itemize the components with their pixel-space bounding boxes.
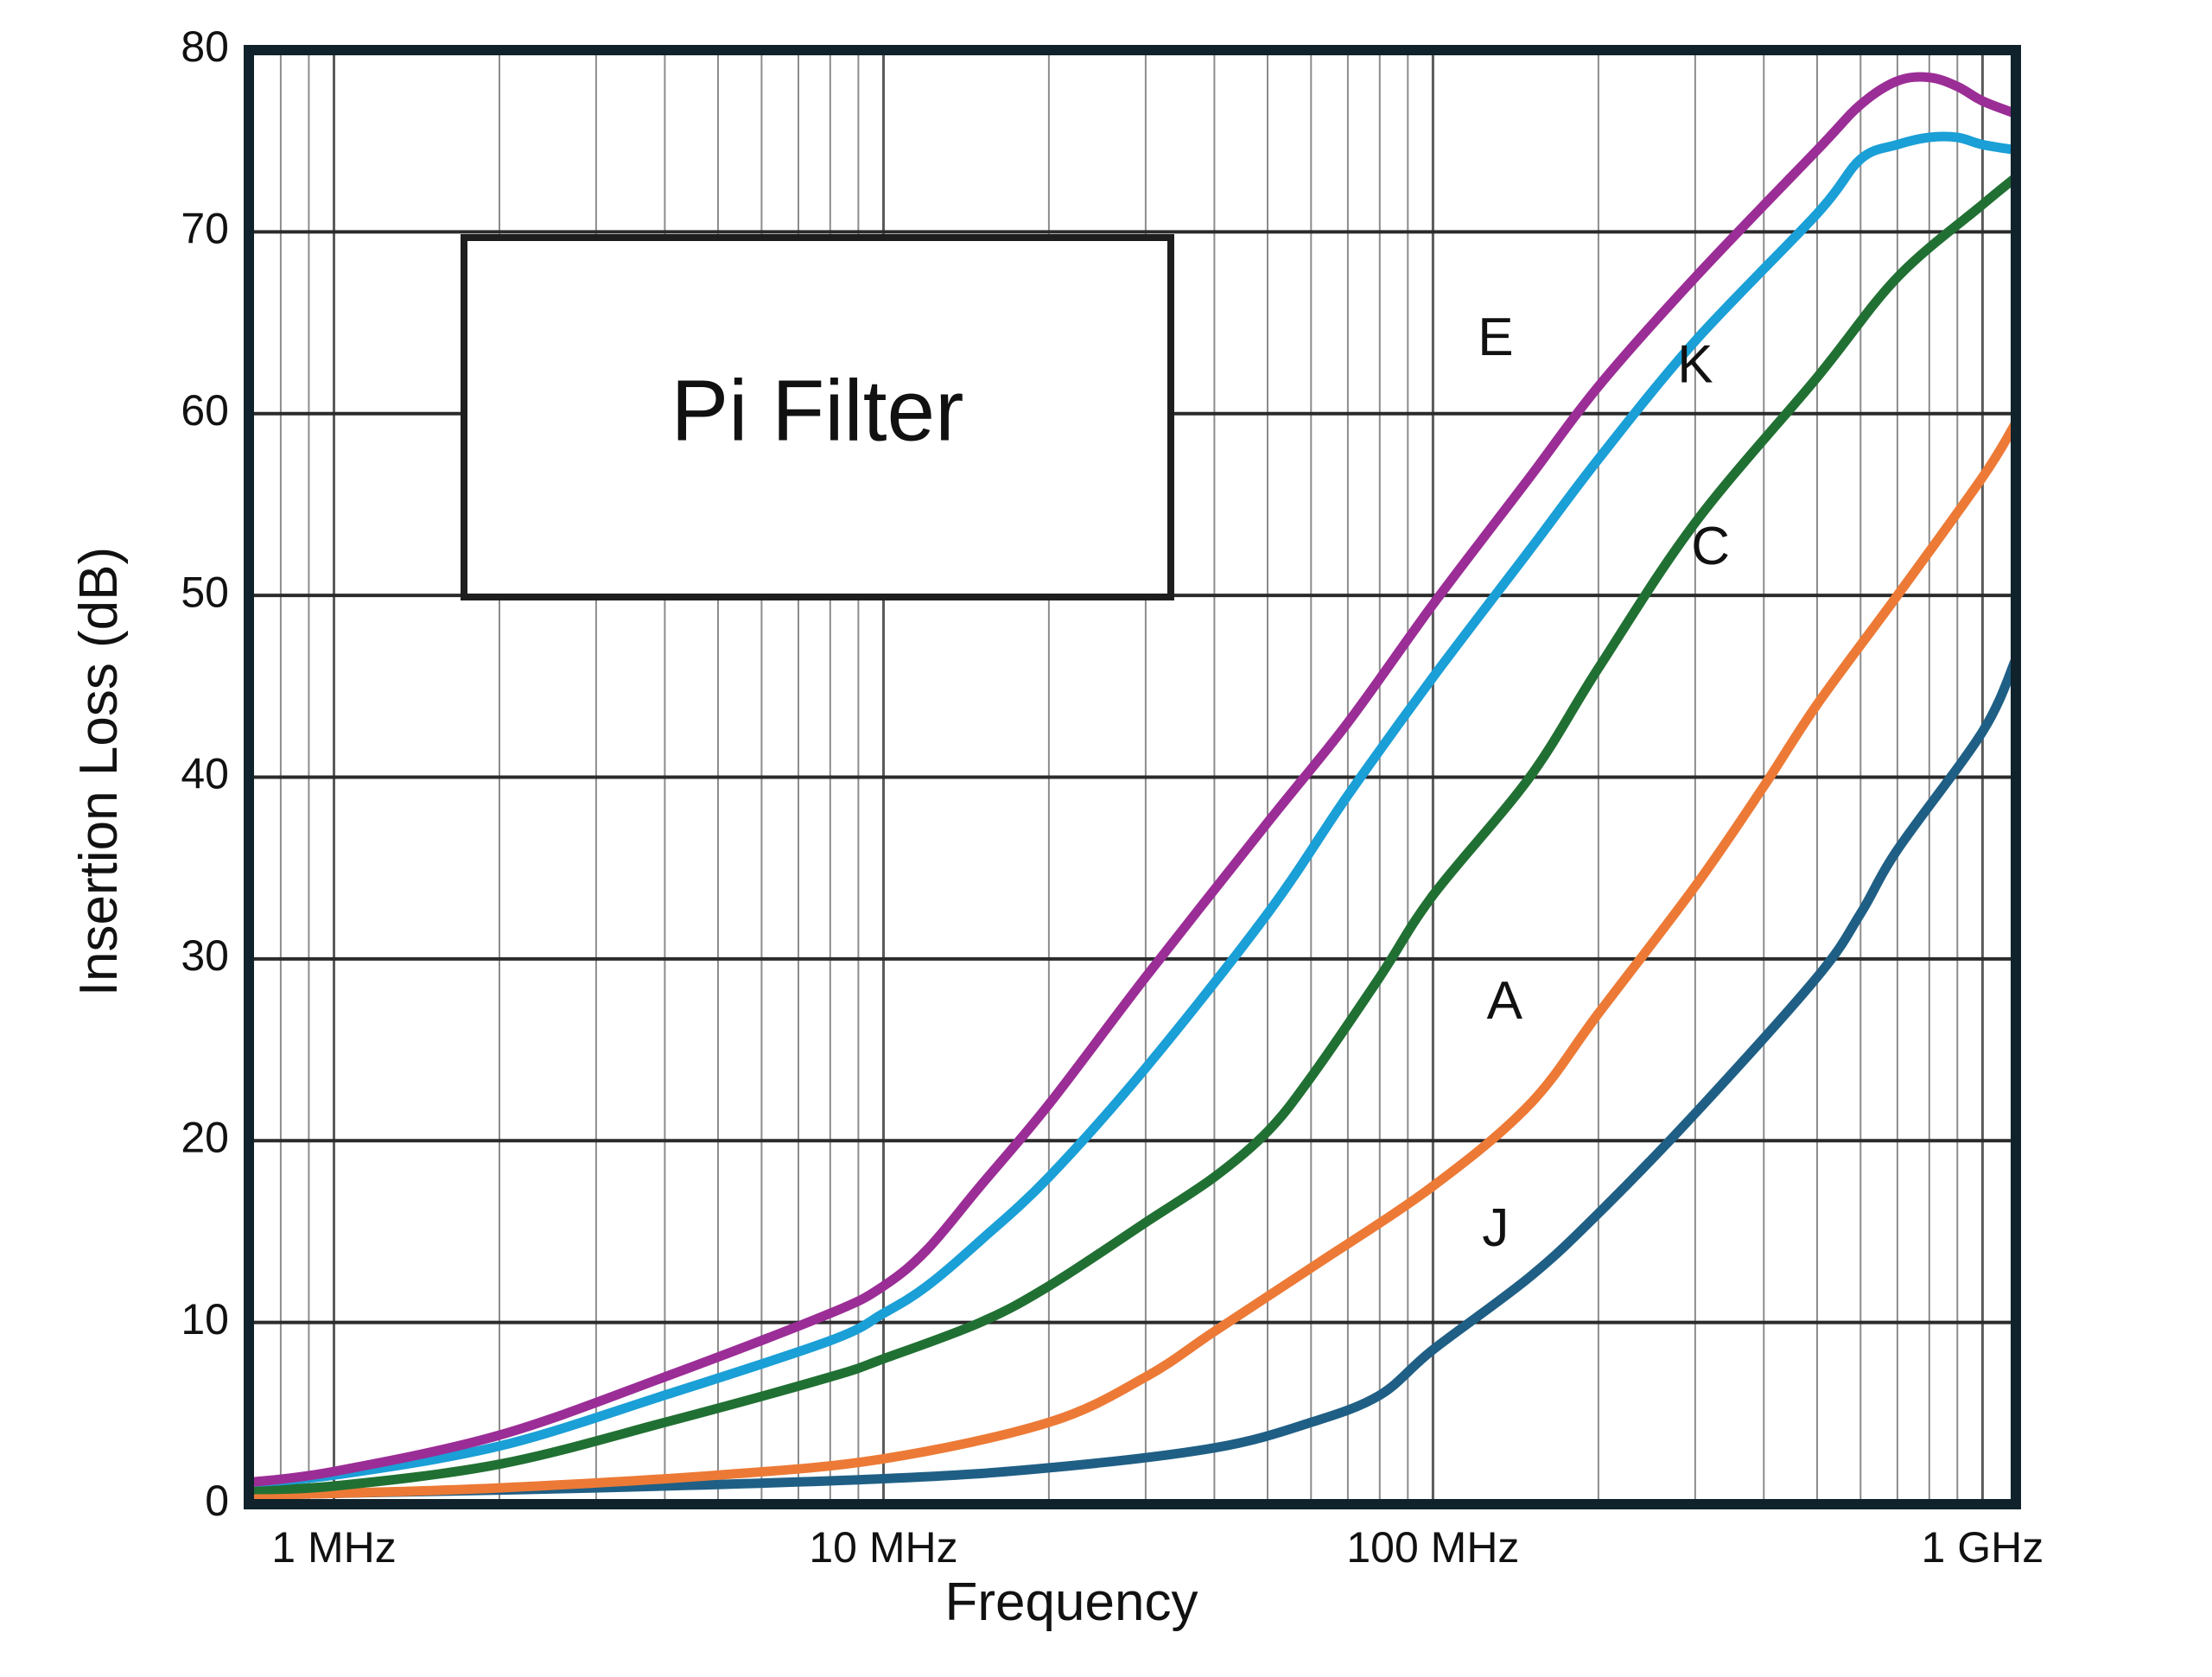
y-axis-title: Insertion Loss (dB) xyxy=(69,547,129,996)
y-tick-label: 50 xyxy=(181,568,229,616)
x-axis-title: Frequency xyxy=(945,1572,1198,1632)
series-line-a xyxy=(244,417,2021,1500)
series-line-e xyxy=(244,72,2021,1488)
plot-frame xyxy=(244,45,2021,1509)
x-tick-label: 1 MHz xyxy=(271,1523,396,1572)
y-tick-label: 30 xyxy=(181,931,229,980)
y-tick-label: 40 xyxy=(181,750,229,798)
x-tick-label: 1 GHz xyxy=(1922,1523,2044,1572)
series-layer xyxy=(244,72,2021,1500)
series-label-c: C xyxy=(1691,517,1730,576)
series-label-e: E xyxy=(1478,308,1513,367)
series-line-c xyxy=(244,172,2021,1495)
series-label-a: A xyxy=(1487,971,1523,1031)
y-tick-label: 70 xyxy=(181,205,229,253)
series-line-k xyxy=(244,131,2021,1488)
tick-label-layer: 0 10 20 30 40 50 60 70 80 1 MHz 10 MHz 100 MHz 1 GHz xyxy=(181,22,2044,1572)
series-label-j: J xyxy=(1482,1198,1509,1258)
series-line-j xyxy=(244,654,2021,1500)
y-tick-label: 10 xyxy=(181,1295,229,1344)
y-tick-label: 0 xyxy=(205,1477,229,1525)
series-label-k: K xyxy=(1677,335,1713,395)
y-tick-label: 80 xyxy=(181,22,229,71)
x-tick-label: 10 MHz xyxy=(809,1523,957,1572)
chart-title: Pi Filter xyxy=(671,362,964,459)
title-box-frame xyxy=(461,234,1174,600)
y-tick-label: 20 xyxy=(181,1114,229,1162)
series-label-layer: E K C A J xyxy=(1478,308,1730,1258)
y-tick-label: 60 xyxy=(181,386,229,435)
chart-title-box: Pi Filter xyxy=(461,234,1174,600)
x-tick-label: 100 MHz xyxy=(1346,1523,1519,1572)
